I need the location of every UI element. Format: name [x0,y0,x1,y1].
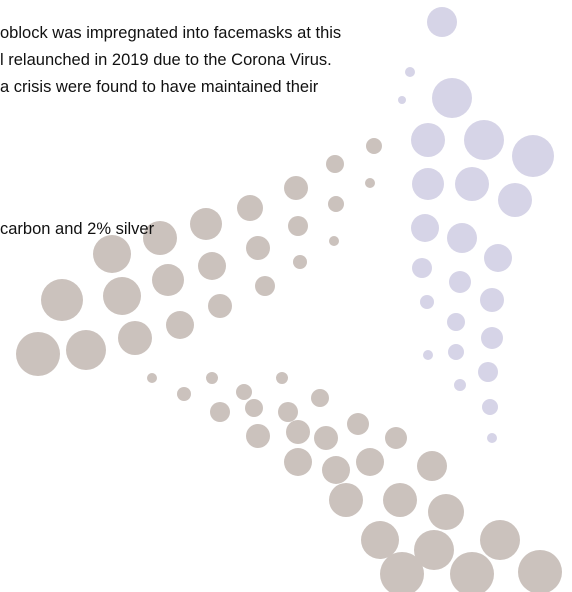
dot [208,294,232,318]
dot [278,402,298,422]
dot [454,379,466,391]
dot [328,196,344,212]
dot [405,67,415,77]
dot [450,552,494,592]
dot [487,433,497,443]
dot [498,183,532,217]
dot [427,7,457,37]
dot [177,387,191,401]
dot [412,258,432,278]
dot [66,330,106,370]
dot [411,123,445,157]
dot [383,483,417,517]
dot [276,372,288,384]
dot [411,214,439,242]
text-line: l relaunched in 2019 due to the Corona V… [0,50,332,70]
dot [246,424,270,448]
dot [322,456,350,484]
dot [448,344,464,360]
dot [329,236,339,246]
text-line: a crisis were found to have maintained t… [0,77,318,97]
dot [347,413,369,435]
dot [152,264,184,296]
dot [480,520,520,560]
dot [447,223,477,253]
dot [118,321,152,355]
text-line: oblock was impregnated into facemasks at… [0,23,341,43]
dot [198,252,226,280]
dot [449,271,471,293]
dot [237,195,263,221]
dot [423,350,433,360]
text-line: carbon and 2% silver [0,219,154,239]
dot [311,389,329,407]
document-page: oblock was impregnated into facemasks at… [0,0,572,592]
dot [166,311,194,339]
dot [314,426,338,450]
dot [246,236,270,260]
dot [398,96,406,104]
dot [366,138,382,154]
dot [245,399,263,417]
dot [206,372,218,384]
dot [16,332,60,376]
dot [482,399,498,415]
dot [356,448,384,476]
dot [293,255,307,269]
dot [41,279,83,321]
dot [455,167,489,201]
dot [512,135,554,177]
dot [518,550,562,592]
dot [361,521,399,559]
dot [190,208,222,240]
dot [255,276,275,296]
dot [365,178,375,188]
dot [103,277,141,315]
dot [417,451,447,481]
dot [210,402,230,422]
dot [284,448,312,476]
dot [478,362,498,382]
dot [385,427,407,449]
dot [432,78,472,118]
dot [286,420,310,444]
dot [412,168,444,200]
dot [420,295,434,309]
dot [329,483,363,517]
dot [447,313,465,331]
dot [464,120,504,160]
dot [147,373,157,383]
dot [481,327,503,349]
dot [288,216,308,236]
dot [480,288,504,312]
dot [236,384,252,400]
dot [484,244,512,272]
dot [284,176,308,200]
dot [326,155,344,173]
dot [428,494,464,530]
dot [93,235,131,273]
